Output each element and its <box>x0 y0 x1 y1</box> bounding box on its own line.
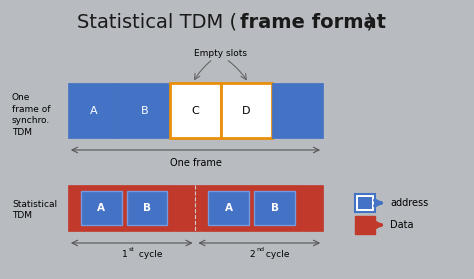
Bar <box>68 83 119 138</box>
Bar <box>208 191 249 225</box>
Text: B: B <box>141 105 148 116</box>
Text: ): ) <box>360 13 374 32</box>
Bar <box>170 83 221 138</box>
Bar <box>221 83 272 138</box>
Text: frame format: frame format <box>240 13 386 32</box>
Bar <box>355 194 375 212</box>
Text: One
frame of
synchro.
TDM: One frame of synchro. TDM <box>12 93 51 137</box>
Text: st: st <box>129 247 135 252</box>
Bar <box>127 191 167 225</box>
Text: Data: Data <box>390 220 413 230</box>
Text: D: D <box>242 105 251 116</box>
Text: C: C <box>191 105 200 116</box>
Bar <box>68 185 323 231</box>
Bar <box>119 83 170 138</box>
Text: A: A <box>97 203 105 213</box>
Text: Statistical TDM (: Statistical TDM ( <box>77 13 237 32</box>
Text: nd: nd <box>256 247 264 252</box>
Text: A: A <box>225 203 233 213</box>
Text: address: address <box>390 198 428 208</box>
Bar <box>358 197 372 209</box>
Text: Statistical
TDM: Statistical TDM <box>12 199 57 220</box>
Text: B: B <box>143 203 151 213</box>
Text: Empty slots: Empty slots <box>194 49 247 58</box>
Bar <box>355 216 375 234</box>
Text: 1: 1 <box>122 250 128 259</box>
Bar <box>272 83 323 138</box>
Text: One frame: One frame <box>170 158 221 168</box>
Bar <box>254 191 295 225</box>
Text: 2: 2 <box>250 250 255 259</box>
Text: cycle: cycle <box>136 250 162 259</box>
Text: B: B <box>271 203 279 213</box>
Bar <box>81 191 121 225</box>
Text: cycle: cycle <box>263 250 290 259</box>
Text: A: A <box>90 105 97 116</box>
